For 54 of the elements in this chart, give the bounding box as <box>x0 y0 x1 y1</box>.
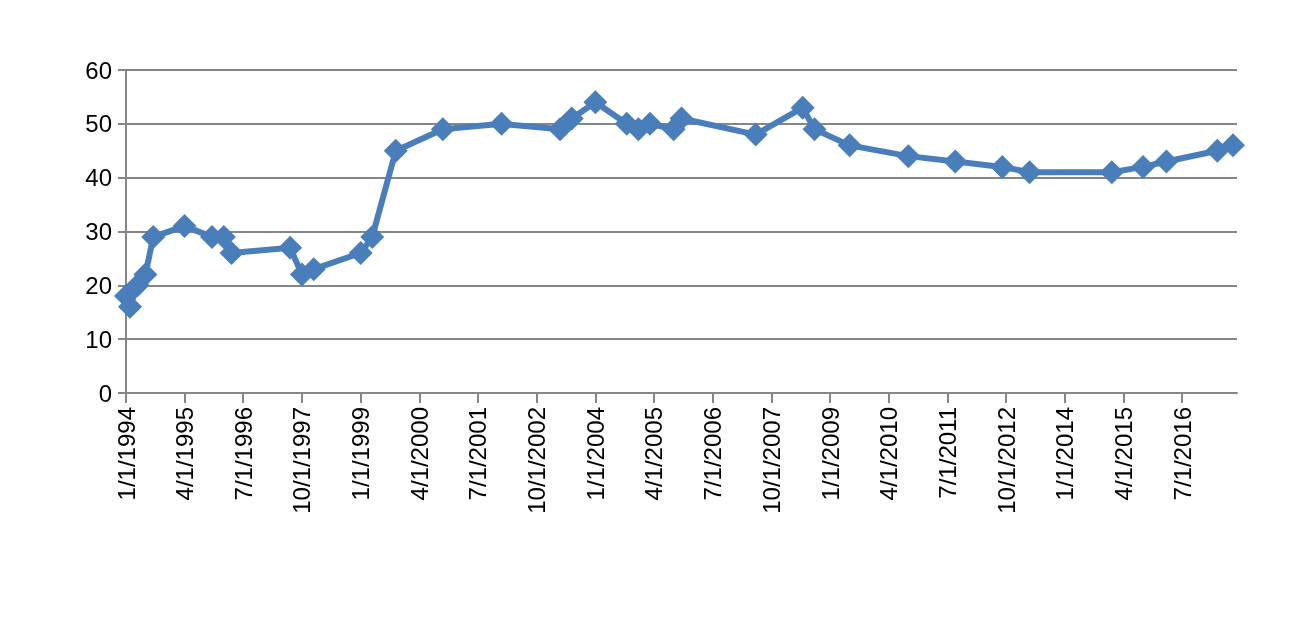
point <box>1205 138 1230 163</box>
point <box>1221 133 1246 158</box>
y-tick-label: 60 <box>85 56 112 84</box>
point <box>837 133 862 158</box>
x-tick-label: 1/1/2014 <box>1051 407 1079 501</box>
point <box>743 122 768 147</box>
point <box>141 224 166 249</box>
x-tick-label: 10/1/2012 <box>992 407 1020 514</box>
x-tick-label: 4/1/2010 <box>875 407 903 501</box>
x-tick-label: 4/1/2005 <box>640 407 668 501</box>
point <box>802 117 827 142</box>
y-tick-label: 0 <box>98 379 112 407</box>
x-tick-label: 1/1/2009 <box>816 407 844 501</box>
point <box>1099 160 1124 185</box>
point <box>430 117 455 142</box>
point <box>348 241 373 266</box>
x-tick-label: 1/1/2004 <box>581 407 609 501</box>
y-tick-label: 40 <box>85 164 112 192</box>
y-tick-label: 30 <box>85 218 112 245</box>
x-tick-label: 10/1/2002 <box>523 407 551 514</box>
x-tick-label: 7/1/1996 <box>229 407 257 501</box>
point <box>278 235 303 260</box>
x-tick-label: 4/1/2000 <box>405 407 433 501</box>
point <box>1131 154 1156 179</box>
point <box>489 111 514 136</box>
x-tick-label: 10/1/1997 <box>288 407 316 514</box>
point <box>790 95 815 120</box>
point <box>669 106 694 131</box>
y-tick-label: 10 <box>85 325 112 353</box>
x-tick-label: 10/1/2007 <box>757 407 785 514</box>
point <box>1017 160 1042 185</box>
point <box>548 117 573 142</box>
x-tick-label: 7/1/2001 <box>464 407 492 501</box>
point <box>583 90 608 115</box>
point <box>559 106 584 131</box>
x-tick-label: 7/1/2016 <box>1168 407 1196 501</box>
point <box>383 138 408 163</box>
x-tick-label: 7/1/2011 <box>933 407 961 499</box>
x-tick-label: 1/1/1994 <box>112 407 140 501</box>
y-tick-label: 20 <box>85 271 112 299</box>
point <box>943 149 968 174</box>
point <box>1154 149 1179 174</box>
point <box>133 262 158 287</box>
point <box>219 241 244 266</box>
x-tick-label: 4/1/2015 <box>1109 407 1137 501</box>
x-tick-label: 1/1/1999 <box>347 407 375 501</box>
point <box>360 224 385 249</box>
x-tick-label: 7/1/2006 <box>699 407 727 501</box>
point <box>172 214 197 239</box>
x-tick-label: 4/1/1995 <box>170 407 198 501</box>
point <box>896 144 921 169</box>
point <box>638 111 663 136</box>
point <box>990 154 1015 179</box>
y-tick-label: 50 <box>85 110 112 138</box>
